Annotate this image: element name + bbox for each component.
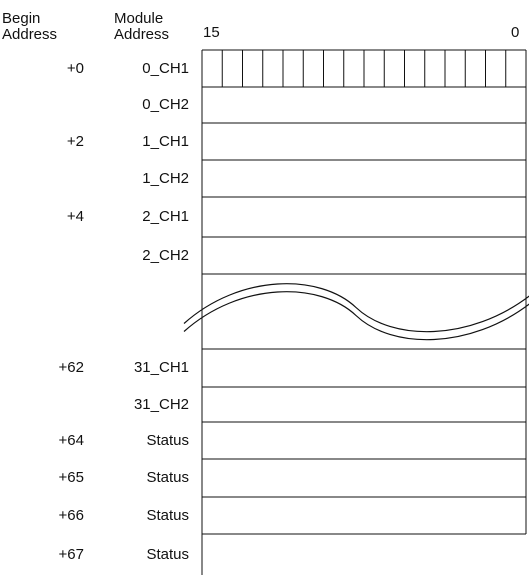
module-address-label: 0_CH1 [142,59,189,77]
module-address-label: 1_CH1 [142,132,189,150]
module-address-label: 31_CH2 [133,395,189,413]
module-address-label: 1_CH2 [142,169,189,187]
begin-address-label: +67 [58,545,84,563]
module-address-label: 2_CH2 [142,246,189,264]
module-address-label: Status [146,431,189,449]
module-address-label: Status [146,469,189,486]
begin-address-label: +64 [58,431,84,449]
begin-address-label: +4 [66,208,84,225]
module-address-header: Module Address [114,10,170,43]
begin-address-label: +65 [58,469,84,486]
begin-address-header: Begin Address [2,10,58,43]
break-wave-line [183,283,529,333]
module-address-label: 2_CH1 [142,208,189,225]
break-wave-line [183,291,529,341]
begin-address-label: +66 [58,506,84,524]
begin-address-label: +0 [66,59,84,77]
begin-address-label: +2 [66,132,84,150]
begin-address-label: +62 [58,359,84,376]
module-address-label: Status [146,506,189,524]
module-address-label: 31_CH1 [133,359,189,376]
module-address-label: 0_CH2 [142,96,189,113]
module-address-label: Status [146,545,189,563]
bit-15-label: 15 [203,24,220,41]
bit-0-label: 0 [511,24,520,41]
